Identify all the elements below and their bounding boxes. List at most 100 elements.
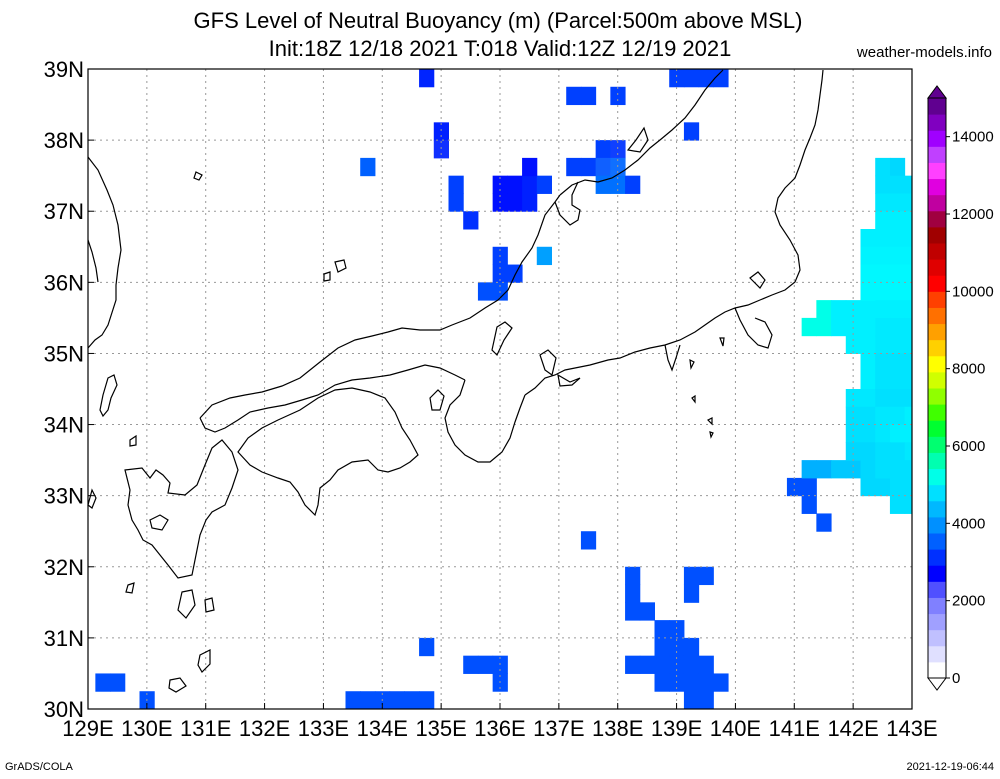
value-cell <box>419 69 435 88</box>
value-cell <box>875 157 891 177</box>
value-cell <box>875 442 891 461</box>
value-cell <box>875 193 891 212</box>
value-cell <box>904 495 913 514</box>
value-cell <box>433 140 449 159</box>
value-cell <box>860 442 876 461</box>
value-cell <box>801 477 817 497</box>
colorbar-swatch <box>928 581 946 598</box>
colorbar-swatch <box>928 243 946 260</box>
colorbar-swatch <box>928 355 946 373</box>
colorbar-swatch <box>928 404 946 421</box>
colorbar-label: 6000 <box>952 438 985 455</box>
colorbar-swatch <box>928 661 946 679</box>
value-cell <box>845 389 861 408</box>
y-tick-label: 31N <box>44 626 84 651</box>
value-cell <box>639 655 655 674</box>
value-cell <box>683 655 700 674</box>
value-cell <box>683 637 700 657</box>
colorbar-swatch <box>928 549 946 566</box>
x-tick-label: 138E <box>592 716 643 741</box>
value-cell <box>889 229 906 248</box>
value-cell <box>904 229 913 248</box>
colorbar-swatch <box>928 565 946 582</box>
colorbar-swatch <box>928 339 946 357</box>
value-cell <box>683 122 700 141</box>
colorbar-label: 14000 <box>952 129 994 146</box>
value-cell <box>610 140 626 159</box>
x-tick-label: 143E <box>886 716 937 741</box>
value-cell <box>522 157 538 177</box>
colorbar-swatch <box>928 533 946 550</box>
value-cell <box>875 460 891 479</box>
value-cell <box>904 424 913 443</box>
value-cell <box>904 335 913 354</box>
x-tick-label: 130E <box>121 716 172 741</box>
value-cell <box>816 513 832 532</box>
value-cell <box>801 317 817 337</box>
value-cell <box>889 282 906 301</box>
value-cell <box>860 460 876 479</box>
colorbar-swatch <box>928 178 946 196</box>
colorbar-swatch <box>928 597 946 615</box>
value-cell <box>860 406 876 426</box>
value-cell <box>904 317 913 337</box>
value-cell <box>904 389 913 408</box>
colorbar-swatch <box>928 226 946 244</box>
colorbar-bottom-arrow <box>927 677 947 691</box>
value-cell <box>889 317 906 337</box>
value-cell <box>845 335 861 354</box>
colorbar-top-arrow <box>927 85 947 99</box>
map-title: GFS Level of Neutral Buoyancy (m) (Parce… <box>193 8 803 33</box>
value-cell <box>875 264 891 283</box>
colorbar-swatch <box>928 210 946 228</box>
colorbar-swatch <box>928 307 946 325</box>
x-tick-label: 129E <box>62 716 113 741</box>
value-cell <box>875 389 891 408</box>
colorbar-swatch <box>928 516 946 534</box>
value-cell <box>889 193 906 212</box>
value-cell <box>536 246 552 266</box>
value-cell <box>477 655 494 674</box>
value-cell <box>889 175 906 194</box>
value-cell <box>875 211 891 230</box>
x-tick-label: 136E <box>474 716 525 741</box>
value-cell <box>786 477 803 497</box>
value-cell <box>507 264 523 283</box>
value-cell <box>889 157 906 177</box>
value-cell <box>875 371 891 390</box>
value-cell <box>875 424 891 443</box>
x-tick-label: 134E <box>357 716 408 741</box>
value-cell <box>860 282 876 301</box>
value-cell <box>566 157 582 177</box>
value-cell <box>831 460 847 479</box>
value-cell <box>595 140 611 159</box>
x-tick-label: 131E <box>180 716 231 741</box>
value-cell <box>654 637 670 657</box>
colorbar-swatch <box>928 146 946 163</box>
value-cell <box>683 566 700 586</box>
value-cell <box>522 193 538 212</box>
value-cell <box>639 602 655 621</box>
colorbar-swatch <box>928 629 946 647</box>
value-cell <box>904 406 913 426</box>
value-cell <box>904 282 913 301</box>
footer-software-label: GrADS/COLA <box>5 761 73 773</box>
footer-timestamp: 2021-12-19-06:44 <box>906 761 994 773</box>
x-tick-label: 135E <box>415 716 466 741</box>
value-cell <box>860 300 876 319</box>
colorbar-swatch <box>928 484 946 502</box>
colorbar-swatch <box>928 275 946 292</box>
value-cell <box>904 460 913 479</box>
colorbar-swatch <box>928 500 946 518</box>
value-cell <box>507 175 523 194</box>
value-cell <box>875 175 891 194</box>
value-cell <box>698 691 714 710</box>
value-cell <box>625 584 641 603</box>
value-cell <box>904 442 913 461</box>
colorbar-label: 10000 <box>952 283 994 300</box>
value-cell <box>654 673 670 692</box>
value-cell <box>889 371 906 390</box>
value-cell <box>683 584 700 603</box>
value-cells <box>95 69 913 710</box>
value-cell <box>698 566 714 586</box>
